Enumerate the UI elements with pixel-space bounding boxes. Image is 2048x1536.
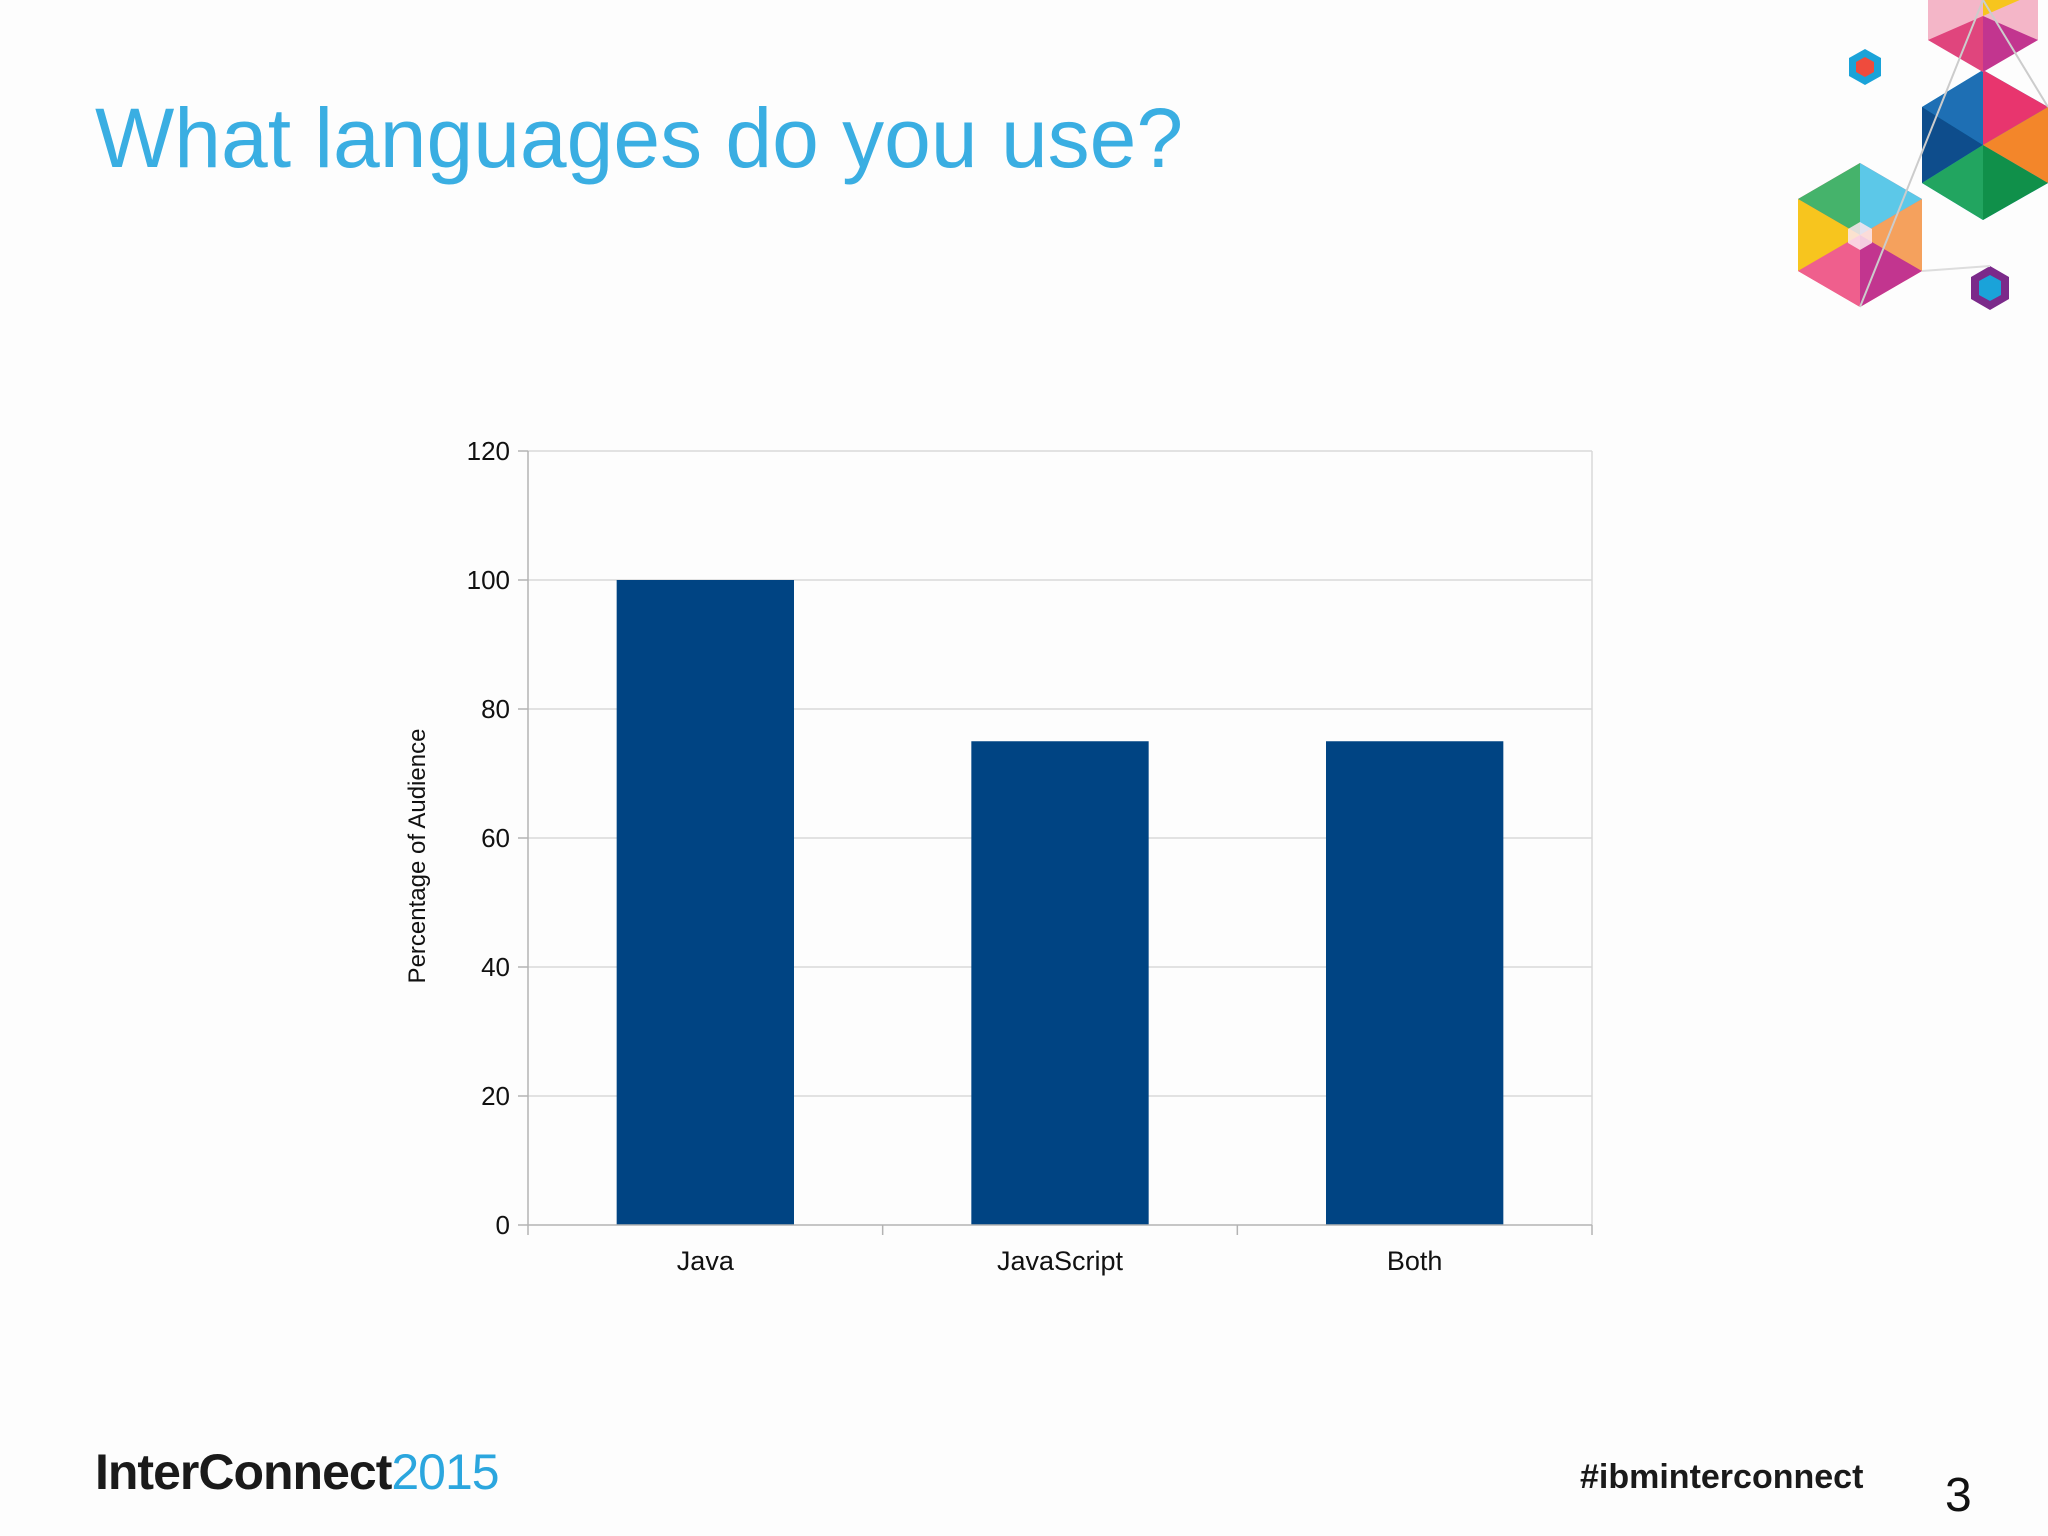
logo-brand: InterConnect: [95, 1444, 392, 1500]
hashtag: #ibminterconnect: [1580, 1458, 1864, 1496]
logo-year: 2015: [391, 1444, 499, 1500]
x-tick-label: Both: [1387, 1246, 1443, 1276]
y-tick-label: 120: [467, 436, 510, 466]
x-tick-label: JavaScript: [997, 1246, 1124, 1276]
bars: [616, 580, 1504, 1225]
y-tick-label: 60: [481, 823, 510, 853]
y-tick-label: 100: [467, 565, 510, 595]
page-number: 3: [1945, 1469, 1972, 1522]
y-tick-label: 0: [496, 1210, 510, 1240]
interconnect-logo: InterConnect2015: [95, 1442, 500, 1502]
hexagon-cluster-icon: [1798, 0, 2048, 310]
y-tick-label: 40: [481, 952, 510, 982]
bar: [616, 580, 794, 1225]
y-tick-label: 80: [481, 694, 510, 724]
x-tick-label: Java: [677, 1246, 735, 1276]
bar: [971, 741, 1149, 1225]
axes: [518, 450, 1593, 1235]
bar: [1326, 741, 1504, 1225]
slide-title: What languages do you use?: [95, 91, 1184, 185]
y-tick-label: 20: [481, 1081, 510, 1111]
axis-labels: 0 20 40 60 80 100 120 Java JavaScript Both Percent…: [404, 436, 1442, 1276]
y-axis-title: Percentage of Audience: [404, 729, 431, 984]
